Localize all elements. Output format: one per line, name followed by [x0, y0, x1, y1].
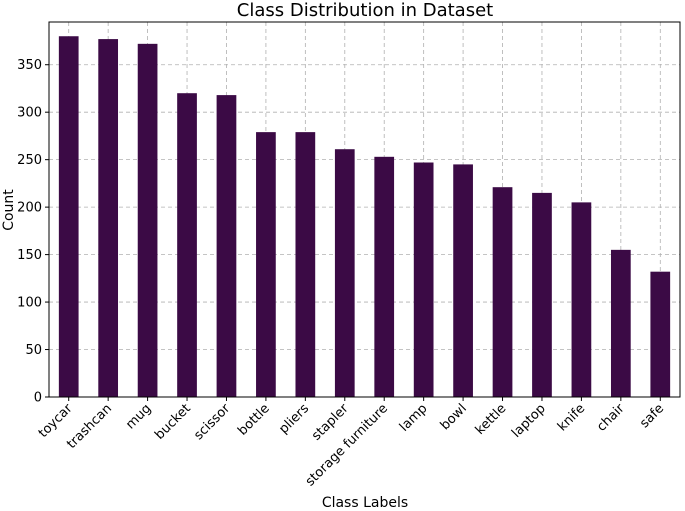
x-tick-label: pliers — [276, 401, 312, 437]
bar-bowl — [453, 164, 473, 397]
x-tick-label: mug — [123, 401, 154, 432]
bar-stapler — [334, 149, 355, 397]
bar-bottle — [256, 132, 276, 397]
x-tick-label: scissor — [191, 401, 233, 443]
bar-kettle — [492, 187, 513, 397]
bar-toycar — [58, 36, 79, 397]
y-tick-label: 300 — [17, 106, 42, 121]
bar-bucket — [177, 93, 197, 398]
x-tick-label: bottle — [235, 401, 272, 438]
bar-chair — [610, 249, 631, 397]
bar-scissor — [216, 95, 237, 398]
x-tick-label: knife — [555, 401, 588, 434]
x-tick-label: bowl — [438, 401, 470, 433]
bars-layer — [58, 36, 671, 398]
x-tick-label: laptop — [509, 401, 549, 441]
x-tick-label: kettle — [473, 401, 510, 438]
y-tick-label: 250 — [17, 153, 42, 168]
x-tick-label: chair — [594, 401, 628, 435]
bar-pliers — [295, 132, 316, 397]
bar-knife — [571, 202, 592, 397]
y-tick-label: 50 — [25, 343, 42, 358]
bar-trashcan — [98, 39, 119, 397]
x-axis-label: Class Labels — [322, 495, 408, 511]
bar-lamp — [413, 162, 434, 397]
y-axis-label: Count — [1, 189, 17, 231]
x-tick-label: bucket — [152, 401, 194, 443]
y-tick-label: 150 — [17, 248, 42, 263]
bar-storage-furniture — [374, 156, 395, 397]
y-tick-label: 350 — [17, 58, 42, 73]
y-tick-label: 100 — [17, 296, 42, 311]
x-tick-label: safe — [637, 401, 667, 431]
chart-title: Class Distribution in Dataset — [237, 0, 493, 21]
bar-mug — [137, 43, 158, 397]
y-tick-label: 0 — [34, 391, 42, 406]
x-tick-label: lamp — [397, 401, 431, 435]
bar-laptop — [532, 192, 552, 397]
bar-safe — [650, 271, 671, 397]
plot-frame — [48, 21, 681, 398]
y-tick-label: 200 — [17, 201, 42, 216]
